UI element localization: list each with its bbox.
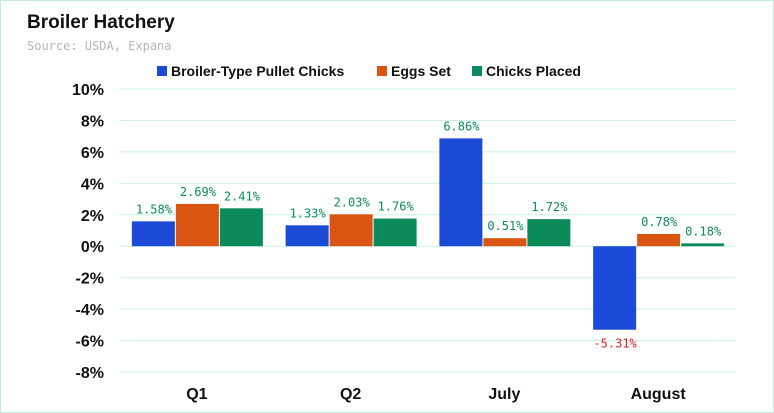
x-tick-label: July bbox=[488, 386, 520, 403]
legend-swatch-3 bbox=[472, 66, 482, 76]
legend-swatch-1 bbox=[157, 66, 167, 76]
bar bbox=[175, 203, 219, 247]
data-label: 0.78% bbox=[641, 215, 678, 229]
data-label: 2.41% bbox=[224, 189, 261, 203]
x-tick-label: August bbox=[631, 386, 687, 403]
data-label: 2.69% bbox=[180, 185, 217, 199]
y-tick-label: 0% bbox=[81, 239, 104, 256]
y-tick-label: 10% bbox=[72, 82, 104, 99]
legend-label-2: Eggs Set bbox=[391, 63, 451, 79]
y-tick-label: -2% bbox=[76, 271, 104, 288]
bar bbox=[637, 233, 681, 247]
bar bbox=[219, 208, 263, 247]
x-axis: Q1 Q2 July August bbox=[186, 386, 686, 403]
data-label: 1.33% bbox=[290, 206, 327, 220]
bar bbox=[285, 225, 329, 247]
chart-source: Source: USDA, Expana bbox=[27, 39, 172, 53]
y-tick-label: -8% bbox=[76, 365, 104, 382]
data-label: 1.72% bbox=[531, 200, 568, 214]
bar bbox=[483, 238, 527, 247]
data-label: 0.18% bbox=[685, 224, 722, 238]
bar bbox=[527, 219, 571, 247]
bar bbox=[681, 243, 725, 247]
y-tick-label: 4% bbox=[81, 176, 104, 193]
legend: Broiler-Type Pullet Chicks Eggs Set Chicks… bbox=[157, 63, 581, 79]
chart-title: Broiler Hatchery bbox=[27, 12, 175, 33]
legend-swatch-2 bbox=[377, 66, 387, 76]
bar bbox=[593, 246, 637, 330]
data-label: -5.31% bbox=[593, 337, 637, 351]
data-labels: 1.58% 2.69% 2.41% 1.33% 2.03% 1.76% 6.86% 0.51%… bbox=[136, 119, 722, 350]
bars bbox=[131, 138, 725, 330]
y-tick-label: -4% bbox=[76, 302, 104, 319]
data-label: 1.76% bbox=[378, 200, 415, 214]
bar bbox=[373, 218, 417, 247]
data-label: 1.58% bbox=[136, 202, 173, 216]
bar bbox=[131, 221, 175, 247]
bar bbox=[329, 214, 373, 247]
bar bbox=[439, 138, 483, 247]
y-tick-label: 6% bbox=[81, 145, 104, 162]
y-tick-label: -6% bbox=[76, 334, 104, 351]
legend-label-1: Broiler-Type Pullet Chicks bbox=[171, 63, 344, 79]
data-label: 6.86% bbox=[443, 119, 480, 133]
x-tick-label: Q2 bbox=[340, 386, 361, 403]
y-tick-label: 8% bbox=[81, 113, 104, 130]
legend-label-3: Chicks Placed bbox=[486, 63, 581, 79]
data-label: 2.03% bbox=[334, 195, 371, 209]
y-tick-label: 2% bbox=[81, 208, 104, 225]
x-tick-label: Q1 bbox=[186, 386, 207, 403]
data-label: 0.51% bbox=[487, 219, 524, 233]
y-axis: 10% 8% 6% 4% 2% 0% -2% -4% -6% -8% bbox=[72, 82, 104, 382]
